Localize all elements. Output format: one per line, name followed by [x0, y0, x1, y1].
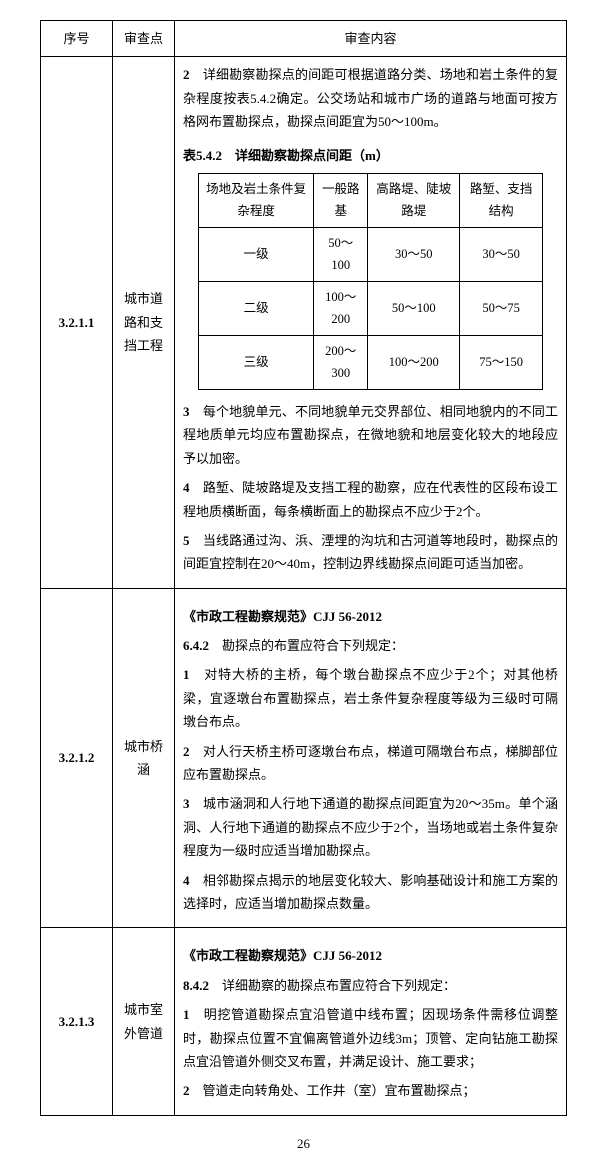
- row-index: 3.2.1.1: [41, 57, 113, 588]
- para-text: 详细勘察勘探点的间距可根据道路分类、场地和岩土条件的复杂程度按表5.4.2确定。…: [183, 67, 558, 129]
- inner-td: 一级: [199, 227, 314, 281]
- inner-td: 50～100: [314, 227, 368, 281]
- row-content: 《市政工程勘察规范》CJJ 56-2012 8.4.2 详细勘察的勘探点布置应符…: [175, 928, 567, 1115]
- para-text: 城市涵洞和人行地下通道的勘探点间距宜为20～35m。单个涵洞、人行地下通道的勘探…: [183, 796, 558, 858]
- para-text: 对特大桥的主桥，每个墩台勘探点不应少于2个；对其他桥梁，宜逐墩台布置勘探点，岩土…: [183, 667, 558, 729]
- inner-th: 路堑、支挡结构: [460, 173, 543, 227]
- row-point: 城市室外管道: [113, 928, 175, 1115]
- spacing-table: 场地及岩土条件复杂程度 一般路基 高路堤、陡坡路堤 路堑、支挡结构 一级 50～…: [198, 173, 543, 390]
- row-content: 《市政工程勘察规范》CJJ 56-2012 6.4.2 勘探点的布置应符合下列规…: [175, 588, 567, 928]
- page-number: 26: [40, 1132, 567, 1155]
- para-text: 管道走向转角处、工作井（室）宜布置勘探点；: [190, 1083, 476, 1098]
- para-text: 当线路通过沟、浜、湮埋的沟坑和古河道等地段时，勘探点的间距宜控制在20～40m，…: [183, 533, 558, 571]
- inner-th: 场地及岩土条件复杂程度: [199, 173, 314, 227]
- inner-td: 200～300: [314, 335, 368, 389]
- para-text: 每个地貌单元、不同地貌单元交界部位、相同地貌内的不同工程地质单元均应布置勘探点，…: [183, 404, 558, 466]
- header-point: 审查点: [113, 21, 175, 57]
- section-text: 详细勘察的勘探点布置应符合下列规定：: [209, 978, 456, 993]
- regulation-title: 《市政工程勘察规范》CJJ 56-2012: [183, 605, 558, 628]
- inner-td: 二级: [199, 281, 314, 335]
- para-text: 路堑、陡坡路堤及支挡工程的勘察，应在代表性的区段布设工程地质横断面，每条横断面上…: [183, 480, 558, 518]
- section-text: 勘探点的布置应符合下列规定：: [209, 638, 404, 653]
- regulation-title: 《市政工程勘察规范》CJJ 56-2012: [183, 944, 558, 967]
- inner-td: 100～200: [314, 281, 368, 335]
- inner-th: 一般路基: [314, 173, 368, 227]
- section-num: 6.4.2: [183, 638, 209, 653]
- inner-td: 100～200: [368, 335, 460, 389]
- inner-td: 30～50: [460, 227, 543, 281]
- inner-td: 30～50: [368, 227, 460, 281]
- row-index: 3.2.1.2: [41, 588, 113, 928]
- header-content: 审查内容: [175, 21, 567, 57]
- review-table: 序号 审查点 审查内容 3.2.1.1 城市道路和支挡工程 2 详细勘察勘探点的…: [40, 20, 567, 1116]
- row-content: 2 详细勘察勘探点的间距可根据道路分类、场地和岩土条件的复杂程度按表5.4.2确…: [175, 57, 567, 588]
- inner-th: 高路堤、陡坡路堤: [368, 173, 460, 227]
- para-text: 相邻勘探点揭示的地层变化较大、影响基础设计和施工方案的选择时，应适当增加勘探点数…: [183, 873, 558, 911]
- para-text: 对人行天桥主桥可逐墩台布点，梯道可隔墩台布点，梯脚部位应布置勘探点。: [183, 744, 558, 782]
- section-num: 8.4.2: [183, 978, 209, 993]
- header-index: 序号: [41, 21, 113, 57]
- inner-td: 三级: [199, 335, 314, 389]
- inner-td: 50～75: [460, 281, 543, 335]
- row-index: 3.2.1.3: [41, 928, 113, 1115]
- row-point: 城市桥涵: [113, 588, 175, 928]
- row-point: 城市道路和支挡工程: [113, 57, 175, 588]
- inner-td: 75～150: [460, 335, 543, 389]
- table-caption: 表5.4.2 详细勘察勘探点间距（m）: [183, 144, 558, 167]
- inner-td: 50～100: [368, 281, 460, 335]
- para-text: 明挖管道勘探点宜沿管道中线布置；因现场条件需移位调整时，勘探点位置不宜偏离管道外…: [183, 1007, 558, 1069]
